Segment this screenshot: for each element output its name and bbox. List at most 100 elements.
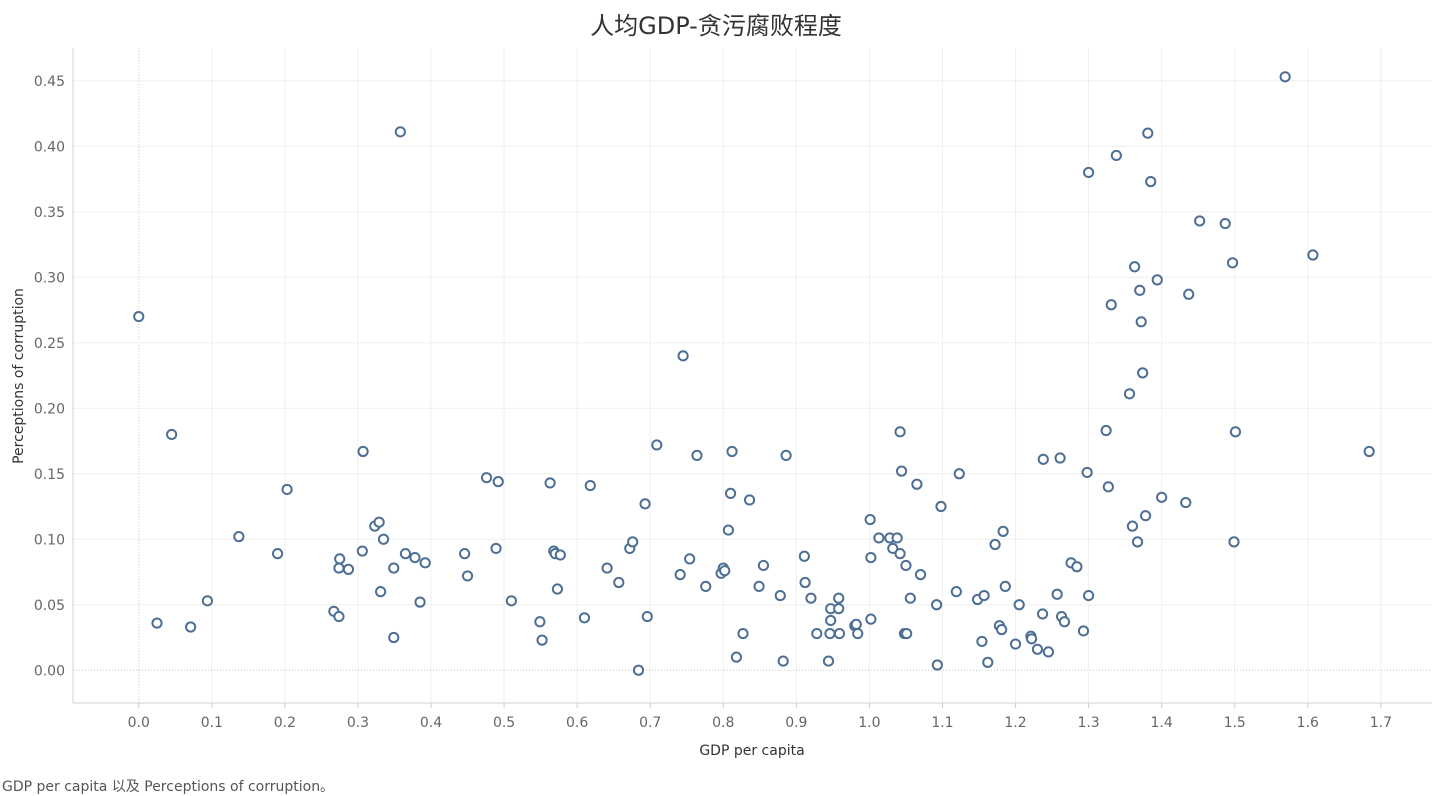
- data-point[interactable]: [1126, 520, 1139, 532]
- data-point[interactable]: [931, 659, 943, 671]
- data-point[interactable]: [377, 533, 390, 545]
- data-point[interactable]: [935, 500, 947, 513]
- data-point[interactable]: [1102, 481, 1114, 493]
- data-point[interactable]: [1183, 288, 1195, 300]
- data-point[interactable]: [737, 627, 749, 640]
- data-point[interactable]: [641, 610, 653, 623]
- data-point[interactable]: [1054, 452, 1066, 464]
- data-point[interactable]: [357, 445, 369, 458]
- data-point[interactable]: [632, 664, 645, 676]
- data-point[interactable]: [730, 651, 743, 663]
- data-point[interactable]: [865, 551, 877, 564]
- data-point[interactable]: [1037, 453, 1049, 465]
- data-point[interactable]: [999, 580, 1011, 593]
- data-point[interactable]: [639, 498, 651, 510]
- data-point[interactable]: [825, 614, 837, 627]
- data-point[interactable]: [388, 631, 400, 644]
- data-point[interactable]: [743, 494, 756, 506]
- data-point[interactable]: [394, 126, 406, 138]
- data-point[interactable]: [822, 655, 835, 667]
- data-point[interactable]: [399, 548, 412, 560]
- data-point[interactable]: [601, 562, 613, 574]
- data-point[interactable]: [798, 550, 810, 562]
- data-point[interactable]: [133, 310, 145, 323]
- data-point[interactable]: [1145, 176, 1157, 188]
- data-point[interactable]: [1051, 588, 1063, 600]
- data-point[interactable]: [185, 621, 197, 633]
- data-point[interactable]: [333, 562, 345, 574]
- data-point[interactable]: [978, 589, 990, 602]
- data-point[interactable]: [684, 553, 696, 565]
- data-point[interactable]: [1131, 536, 1144, 548]
- data-point[interactable]: [1036, 608, 1049, 620]
- data-point[interactable]: [1082, 589, 1095, 602]
- data-point[interactable]: [1009, 638, 1022, 650]
- data-point[interactable]: [1110, 149, 1122, 162]
- data-point[interactable]: [544, 477, 556, 489]
- data-point[interactable]: [578, 612, 591, 624]
- data-point[interactable]: [1100, 424, 1112, 437]
- data-point[interactable]: [850, 618, 862, 631]
- data-point[interactable]: [891, 532, 903, 544]
- data-point[interactable]: [233, 531, 245, 543]
- data-point[interactable]: [375, 586, 387, 598]
- data-point[interactable]: [996, 624, 1008, 636]
- data-point[interactable]: [989, 538, 1001, 551]
- data-point[interactable]: [757, 559, 770, 572]
- data-point[interactable]: [459, 548, 471, 560]
- data-point[interactable]: [627, 536, 639, 548]
- data-point[interactable]: [833, 592, 845, 604]
- data-point[interactable]: [1229, 426, 1242, 438]
- data-point[interactable]: [722, 524, 734, 536]
- data-point[interactable]: [1142, 127, 1154, 139]
- data-point[interactable]: [534, 616, 546, 628]
- data-point[interactable]: [1077, 625, 1090, 637]
- data-point[interactable]: [873, 532, 885, 544]
- data-point[interactable]: [613, 576, 625, 589]
- data-point[interactable]: [1105, 299, 1117, 311]
- data-point[interactable]: [1139, 510, 1152, 522]
- data-point[interactable]: [811, 627, 823, 640]
- data-point[interactable]: [342, 563, 355, 575]
- data-point[interactable]: [1129, 261, 1141, 273]
- data-point[interactable]: [1156, 491, 1168, 503]
- data-point[interactable]: [824, 627, 836, 640]
- data-point[interactable]: [419, 557, 431, 569]
- data-point[interactable]: [334, 553, 346, 565]
- data-point[interactable]: [852, 627, 864, 640]
- data-point[interactable]: [1228, 536, 1240, 548]
- data-point[interactable]: [887, 542, 899, 555]
- data-point[interactable]: [914, 569, 927, 581]
- data-point[interactable]: [753, 580, 765, 593]
- data-point[interactable]: [1026, 633, 1038, 645]
- data-point[interactable]: [719, 565, 731, 577]
- data-point[interactable]: [833, 627, 846, 640]
- data-point[interactable]: [584, 479, 596, 492]
- data-point[interactable]: [900, 559, 912, 572]
- data-point[interactable]: [1058, 616, 1071, 628]
- data-point[interactable]: [895, 465, 908, 477]
- data-point[interactable]: [1180, 496, 1192, 509]
- data-point[interactable]: [536, 634, 548, 646]
- data-point[interactable]: [674, 569, 686, 581]
- data-point[interactable]: [1135, 316, 1147, 328]
- data-point[interactable]: [201, 595, 214, 607]
- data-point[interactable]: [953, 468, 965, 480]
- data-point[interactable]: [726, 445, 738, 458]
- data-point[interactable]: [677, 350, 689, 362]
- data-point[interactable]: [1363, 445, 1375, 458]
- data-point[interactable]: [997, 525, 1009, 537]
- data-point[interactable]: [950, 586, 962, 598]
- data-point[interactable]: [1194, 215, 1206, 227]
- data-point[interactable]: [904, 592, 916, 604]
- data-point[interactable]: [774, 589, 786, 602]
- data-point[interactable]: [1082, 166, 1095, 179]
- data-point[interactable]: [976, 635, 988, 648]
- data-point[interactable]: [864, 514, 876, 526]
- data-point[interactable]: [1071, 561, 1083, 573]
- data-point[interactable]: [480, 472, 493, 484]
- data-point[interactable]: [333, 610, 345, 623]
- data-point[interactable]: [651, 439, 663, 451]
- data-point[interactable]: [901, 627, 913, 640]
- data-point[interactable]: [281, 483, 293, 496]
